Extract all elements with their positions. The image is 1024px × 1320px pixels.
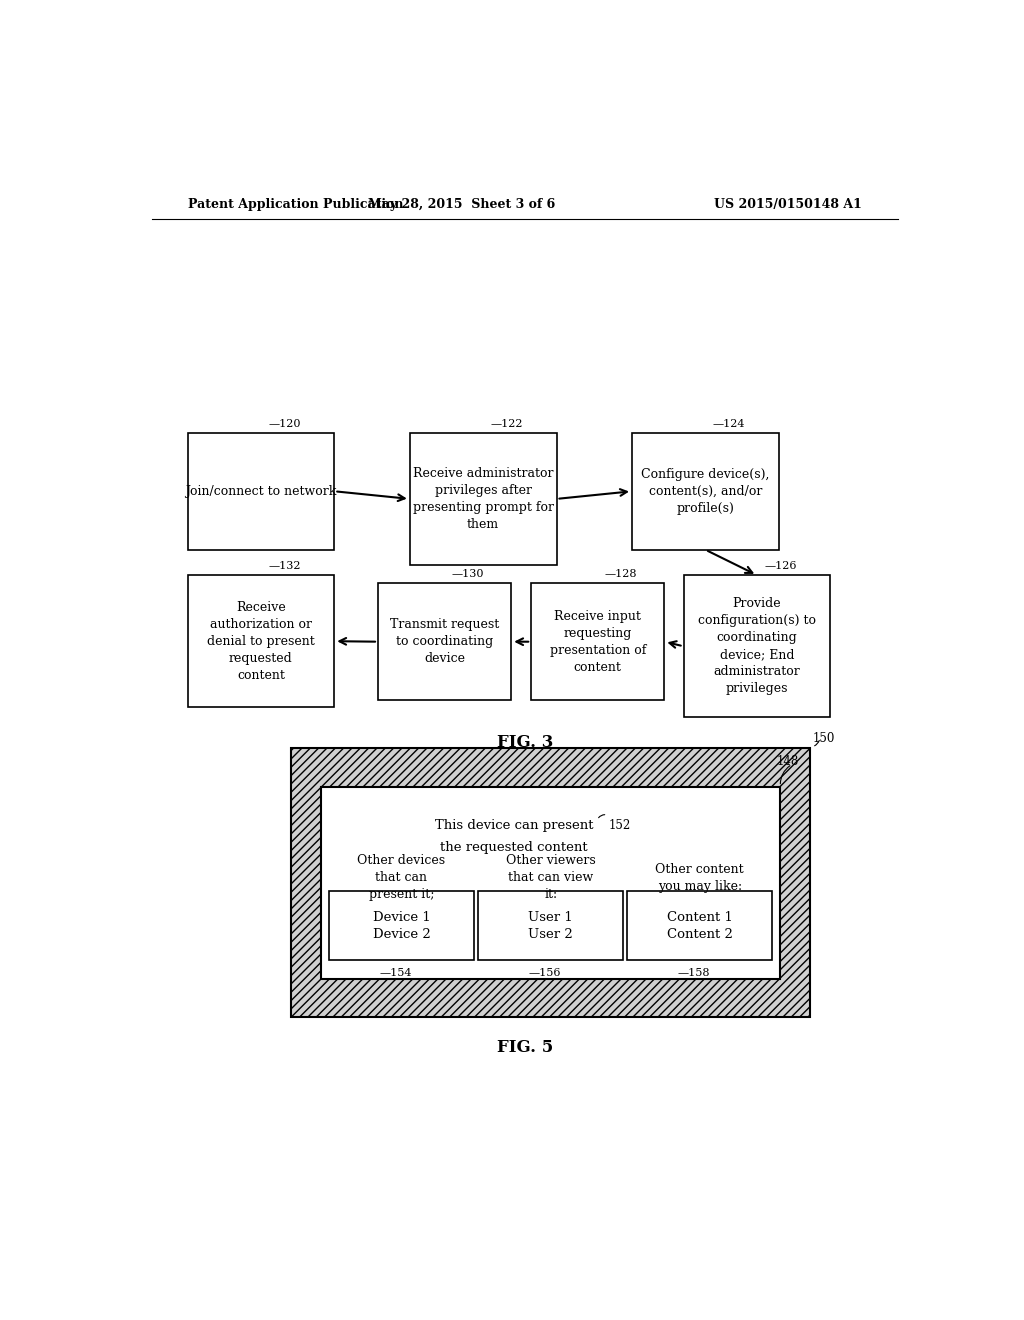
Text: FIG. 3: FIG. 3 xyxy=(497,734,553,751)
Bar xyxy=(291,748,811,1018)
Text: 152: 152 xyxy=(609,818,632,832)
Bar xyxy=(478,891,624,961)
Bar xyxy=(632,433,779,549)
Bar xyxy=(187,576,334,708)
Text: 150: 150 xyxy=(813,731,836,744)
Text: FIG. 5: FIG. 5 xyxy=(497,1039,553,1056)
Text: —124: —124 xyxy=(713,418,745,429)
Text: Receive input
requesting
presentation of
content: Receive input requesting presentation of… xyxy=(550,610,646,673)
Text: —158: —158 xyxy=(678,969,711,978)
Text: Other content
you may like:: Other content you may like: xyxy=(655,862,744,892)
Text: Device 1
Device 2: Device 1 Device 2 xyxy=(373,911,430,941)
Bar xyxy=(684,576,830,718)
Text: This device can present: This device can present xyxy=(434,818,593,832)
Text: Configure device(s),
content(s), and/or
profile(s): Configure device(s), content(s), and/or … xyxy=(641,467,769,515)
Bar xyxy=(321,787,780,978)
Text: Other viewers
that can view
it:: Other viewers that can view it: xyxy=(506,854,596,902)
Text: Receive administrator
privileges after
presenting prompt for
them: Receive administrator privileges after p… xyxy=(413,467,554,531)
Bar xyxy=(627,891,772,961)
Text: —126: —126 xyxy=(764,561,797,572)
Text: Content 1
Content 2: Content 1 Content 2 xyxy=(667,911,733,941)
Text: May 28, 2015  Sheet 3 of 6: May 28, 2015 Sheet 3 of 6 xyxy=(368,198,555,211)
Text: US 2015/0150148 A1: US 2015/0150148 A1 xyxy=(714,198,862,211)
Text: User 1
User 2: User 1 User 2 xyxy=(528,911,573,941)
Text: Receive
authorization or
denial to present
requested
content: Receive authorization or denial to prese… xyxy=(207,601,314,681)
Text: 148: 148 xyxy=(776,755,799,768)
Bar xyxy=(329,891,474,961)
Text: —120: —120 xyxy=(268,418,301,429)
Text: Provide
configuration(s) to
coordinating
device; End
administrator
privileges: Provide configuration(s) to coordinating… xyxy=(698,597,816,696)
Bar xyxy=(410,433,557,565)
Text: Transmit request
to coordinating
device: Transmit request to coordinating device xyxy=(390,618,500,665)
Text: —130: —130 xyxy=(452,569,483,579)
Text: Join/connect to network: Join/connect to network xyxy=(185,484,337,498)
Bar xyxy=(378,583,511,700)
Text: —128: —128 xyxy=(604,569,637,579)
Bar xyxy=(531,583,665,700)
Text: —154: —154 xyxy=(380,969,412,978)
Text: Patent Application Publication: Patent Application Publication xyxy=(187,198,403,211)
Text: the requested content: the requested content xyxy=(440,841,588,854)
Text: —132: —132 xyxy=(268,561,301,572)
Text: —156: —156 xyxy=(528,969,561,978)
Text: Other devices
that can
present it;: Other devices that can present it; xyxy=(357,854,445,902)
Bar xyxy=(187,433,334,549)
Text: —122: —122 xyxy=(490,418,523,429)
